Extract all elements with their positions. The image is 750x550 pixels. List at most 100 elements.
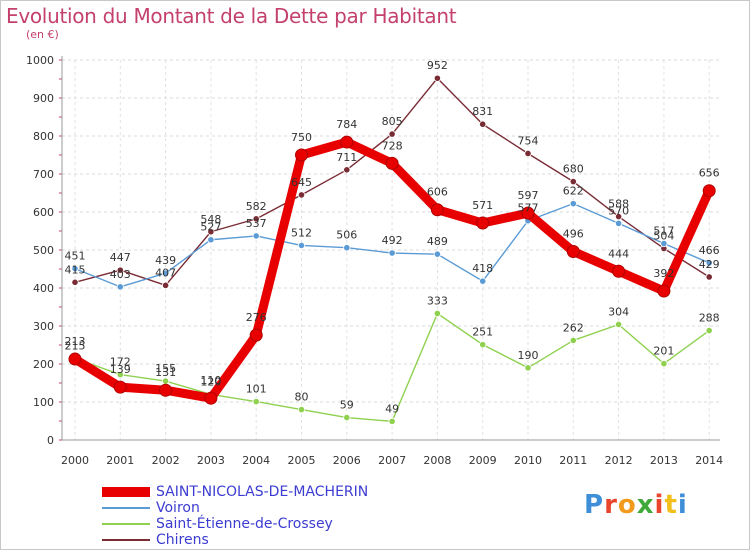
data-point [479, 341, 487, 349]
data-point [252, 215, 260, 223]
x-tick-label: 2001 [106, 454, 134, 467]
y-tick-label: 200 [33, 358, 54, 371]
data-label: 784 [336, 118, 357, 131]
data-label: 120 [200, 375, 221, 388]
y-tick-label: 800 [33, 130, 54, 143]
data-label: 403 [110, 268, 131, 281]
data-label: 489 [427, 235, 448, 248]
data-point [614, 219, 623, 227]
x-tick-label: 2013 [650, 454, 678, 467]
data-label: 333 [427, 294, 448, 307]
data-label: 139 [110, 363, 131, 376]
series-lines [68, 74, 716, 425]
data-point [566, 245, 580, 259]
data-label: 262 [563, 321, 584, 334]
data-point [388, 130, 396, 138]
data-label: 190 [518, 349, 539, 362]
data-point [614, 320, 623, 329]
data-point [340, 135, 354, 149]
data-label: 577 [518, 202, 539, 215]
data-label: 512 [291, 226, 312, 239]
x-tick-label: 2014 [695, 454, 723, 467]
data-label: 304 [608, 305, 629, 318]
data-label: 805 [382, 115, 403, 128]
axes: 0 100 200 300 400 500 600 700 800 900 1000 2000 2001… [26, 54, 723, 467]
y-tick-label: 300 [33, 320, 54, 333]
x-tick-label: 2002 [152, 454, 180, 467]
x-tick-label: 2011 [559, 454, 587, 467]
data-point [524, 149, 532, 158]
data-label: 439 [155, 254, 176, 267]
data-label: 172 [110, 356, 131, 369]
legend-swatch [102, 523, 150, 525]
brand-logo: Proxiti [584, 490, 688, 520]
data-point [433, 250, 441, 258]
data-label: 622 [563, 185, 584, 198]
data-point [162, 269, 170, 277]
data-point [297, 405, 306, 414]
x-tick-label: 2010 [514, 454, 542, 467]
y-tick-label: 1000 [26, 54, 54, 67]
data-label: 728 [382, 139, 403, 152]
data-label: 527 [200, 221, 221, 234]
data-label: 548 [200, 213, 221, 226]
legend-swatch [102, 539, 150, 541]
chart-title: Evolution du Montant de la Dette par Hab… [6, 4, 457, 28]
legend-label: Saint-Étienne-de-Crossey [156, 516, 333, 532]
legend: SAINT-NICOLAS-DE-MACHERIN Voiron Saint-É… [100, 485, 368, 549]
data-label: 656 [699, 167, 720, 180]
legend-item[interactable]: SAINT-NICOLAS-DE-MACHERIN [100, 485, 368, 499]
data-point [343, 244, 351, 252]
data-label: 392 [653, 267, 674, 280]
data-label: 506 [336, 229, 357, 242]
data-point [476, 216, 490, 230]
data-point [207, 228, 215, 236]
data-point [524, 364, 532, 372]
data-point [430, 203, 444, 217]
data-point [657, 284, 671, 298]
legend-item[interactable]: Saint-Étienne-de-Crossey [100, 517, 368, 531]
data-label: 201 [653, 345, 674, 358]
data-point [612, 264, 626, 278]
y-tick-label: 700 [33, 168, 54, 181]
x-tick-label: 2007 [378, 454, 406, 467]
legend-item[interactable]: Voiron [100, 501, 368, 515]
data-label: 496 [563, 228, 584, 241]
data-point [705, 326, 713, 335]
y-tick-label: 500 [33, 244, 54, 257]
data-point [569, 178, 577, 186]
data-label: 504 [653, 229, 674, 242]
data-point [433, 309, 441, 318]
grid [62, 59, 720, 440]
x-tick-label: 2003 [197, 454, 225, 467]
data-point [388, 417, 396, 425]
y-tick-label: 400 [33, 282, 54, 295]
data-label: 80 [295, 391, 309, 404]
data-point [702, 184, 716, 198]
y-tick-label: 900 [33, 92, 54, 105]
data-label: 831 [472, 105, 493, 118]
data-point [252, 398, 260, 406]
data-label: 101 [246, 383, 267, 396]
data-point [660, 239, 668, 248]
data-label: 155 [155, 362, 176, 375]
y-tick-label: 600 [33, 206, 54, 219]
data-point [343, 413, 351, 422]
data-label: 570 [608, 204, 629, 217]
data-label: 680 [563, 163, 584, 176]
data-point [569, 200, 577, 208]
legend-swatch [102, 507, 150, 509]
data-point [297, 241, 306, 250]
data-labels: 213 139 131 110 276 750 784 728 606 571 597 496 444 3… [65, 59, 720, 415]
data-label: 407 [155, 266, 176, 279]
x-tick-label: 2004 [242, 454, 270, 467]
legend-label: Chirens [156, 532, 209, 548]
data-point [159, 383, 173, 397]
legend-item[interactable]: Chirens [100, 533, 368, 547]
data-label: 49 [385, 402, 399, 415]
data-label: 451 [65, 250, 86, 263]
data-label: 429 [699, 258, 720, 271]
x-tick-label: 2000 [61, 454, 89, 467]
data-point [116, 283, 124, 291]
data-point [433, 74, 441, 82]
